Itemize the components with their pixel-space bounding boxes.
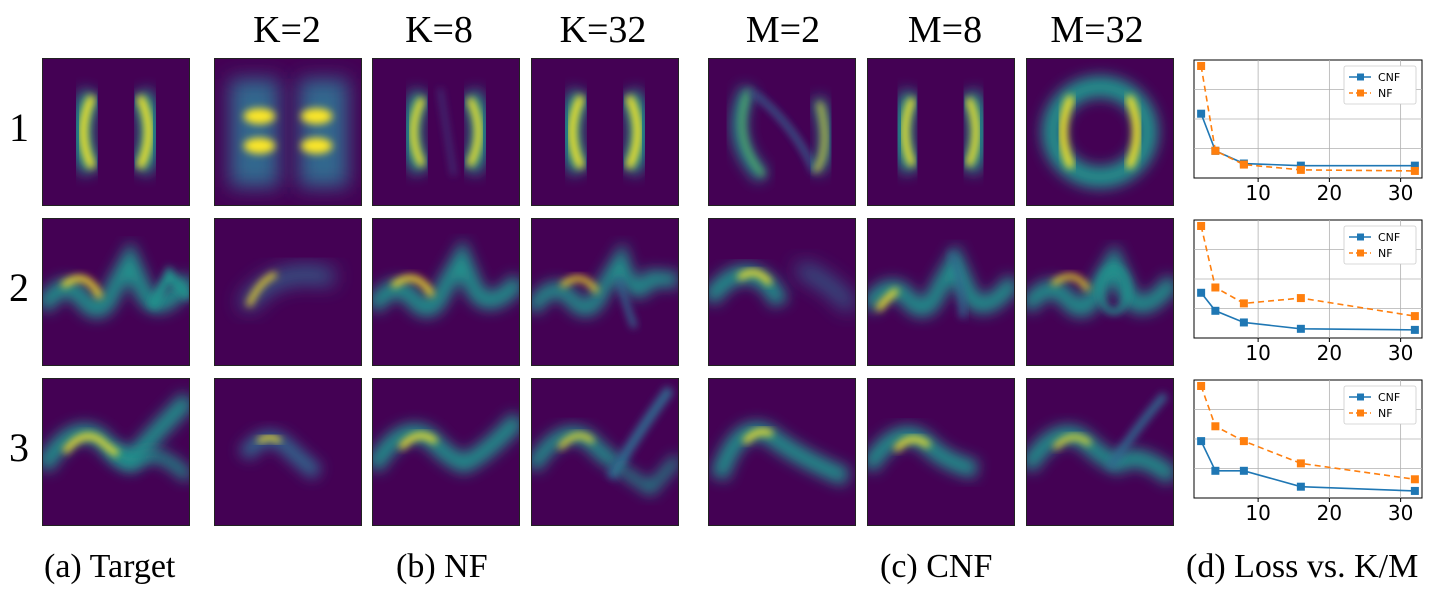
x-tick-label: 20 [1317, 181, 1342, 205]
data-point-nf [1197, 382, 1206, 390]
density-panel-target-row3 [42, 378, 190, 526]
legend-marker-cnf [1357, 393, 1364, 401]
density-panel-k8-row3 [372, 378, 520, 526]
legend-marker-cnf [1357, 233, 1364, 241]
data-point-nf [1239, 160, 1248, 169]
series-line-nf [1200, 65, 1415, 172]
x-tick-label: 20 [1317, 501, 1342, 525]
row-label-2: 2 [9, 265, 29, 310]
loss-plot-row3: 10 20 30 CNF NF [1193, 379, 1423, 525]
row-label-3: 3 [9, 425, 29, 470]
density-panel-k32-row1 [531, 58, 679, 206]
data-point-nf [1296, 294, 1305, 303]
data-point-nf [1211, 422, 1220, 431]
loss-plot-row1: 10 20 30 CNF NF [1193, 59, 1423, 205]
data-point-nf [1211, 283, 1220, 292]
legend-label-cnf: CNF [1378, 391, 1400, 404]
caption-target: (a) Target [44, 548, 176, 585]
series-line-cnf [1200, 113, 1415, 167]
data-point-nf [1410, 312, 1419, 321]
column-header-k8: K=8 [405, 9, 473, 51]
column-header-k32: K=32 [559, 9, 647, 51]
x-tick-label: 10 [1245, 501, 1270, 525]
x-tick-label: 30 [1388, 181, 1413, 205]
x-tick-label: 10 [1245, 341, 1270, 365]
data-point-cnf [1239, 466, 1248, 475]
data-point-nf [1410, 475, 1419, 484]
data-point-cnf [1296, 324, 1305, 333]
legend-label-nf: NF [1378, 87, 1393, 100]
data-point-cnf [1197, 109, 1206, 118]
data-point-nf [1239, 437, 1248, 446]
data-point-cnf [1410, 325, 1419, 334]
caption-cnf: (c) CNF [880, 548, 993, 585]
data-point-cnf [1197, 288, 1206, 297]
x-tick-label: 10 [1245, 181, 1270, 205]
density-panel-k32-row3 [531, 378, 679, 526]
data-point-nf [1296, 459, 1305, 468]
data-point-cnf [1211, 466, 1220, 475]
data-point-cnf [1239, 318, 1248, 327]
data-point-cnf [1211, 306, 1220, 315]
density-panel-m8-row3 [867, 378, 1015, 526]
loss-plot-row2: 10 20 30 CNF NF [1193, 219, 1423, 365]
density-panel-target-row1 [42, 58, 190, 206]
x-tick-label: 30 [1388, 501, 1413, 525]
data-point-nf [1197, 222, 1206, 230]
density-panel-m32-row1 [1026, 58, 1174, 206]
density-panel-m2-row2 [708, 218, 856, 366]
density-panel-m2-row3 [708, 378, 856, 526]
legend-label-nf: NF [1378, 247, 1393, 260]
density-panel-m32-row2 [1026, 218, 1174, 366]
density-panel-m2-row1 [708, 58, 856, 206]
caption-loss: (d) Loss vs. K/M [1186, 548, 1419, 585]
data-point-cnf [1296, 161, 1305, 170]
column-header-m8: M=8 [907, 9, 983, 51]
density-panel-k2-row1 [214, 58, 362, 206]
data-point-cnf [1197, 437, 1206, 446]
column-header-m2: M=2 [745, 9, 821, 51]
data-point-nf [1197, 62, 1206, 70]
density-panel-k2-row2 [214, 218, 362, 366]
density-panel-k8-row2 [372, 218, 520, 366]
x-tick-label: 20 [1317, 341, 1342, 365]
x-tick-label: 30 [1388, 341, 1413, 365]
data-point-nf [1211, 146, 1220, 155]
legend-marker-cnf [1357, 73, 1364, 81]
legend-label-nf: NF [1378, 407, 1393, 420]
series-line-cnf [1200, 440, 1415, 492]
density-panel-k2-row3 [214, 378, 362, 526]
caption-nf: (b) NF [396, 548, 488, 585]
density-panel-m8-row2 [867, 218, 1015, 366]
row-label-1: 1 [9, 105, 29, 150]
data-point-cnf [1410, 161, 1419, 170]
density-panel-k8-row1 [372, 58, 520, 206]
density-panel-m8-row1 [867, 58, 1015, 206]
density-panel-k32-row2 [531, 218, 679, 366]
data-point-nf [1296, 165, 1305, 174]
data-point-nf [1239, 299, 1248, 308]
legend-marker-nf [1357, 89, 1364, 97]
legend-marker-nf [1357, 249, 1364, 257]
data-point-nf [1410, 166, 1419, 175]
column-header-m32: M=32 [1050, 9, 1144, 51]
density-panel-m32-row3 [1026, 378, 1174, 526]
legend-label-cnf: CNF [1378, 231, 1400, 244]
column-header-k2: K=2 [253, 9, 321, 51]
density-panel-target-row2 [42, 218, 190, 366]
data-point-cnf [1296, 482, 1305, 491]
data-point-cnf [1410, 486, 1419, 495]
legend-marker-nf [1357, 409, 1364, 417]
legend-label-cnf: CNF [1378, 71, 1400, 84]
